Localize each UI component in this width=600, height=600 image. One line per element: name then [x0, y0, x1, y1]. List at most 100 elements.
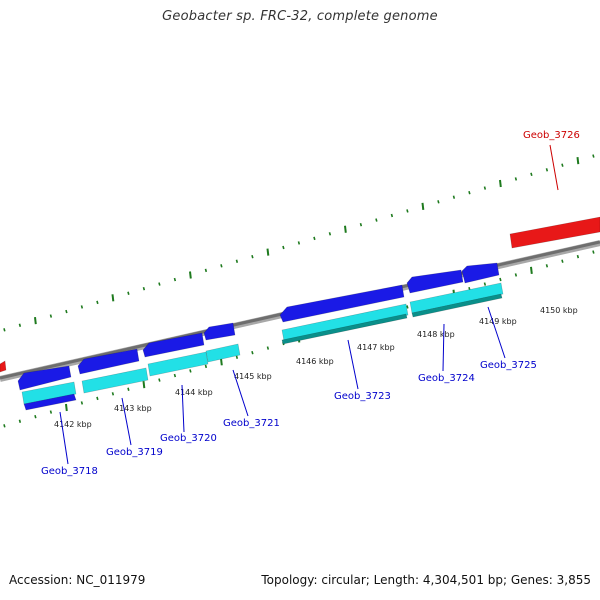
- scale-label: 4145 kbp: [234, 372, 272, 381]
- gene-cds: [281, 303, 409, 342]
- outer-tick: [158, 282, 161, 286]
- inner-tick: [483, 282, 487, 286]
- inner-tick: [3, 424, 6, 428]
- gene-cds: [409, 282, 504, 314]
- gene-arrow: [142, 332, 205, 358]
- inner-tick: [49, 410, 53, 414]
- outer-tick: [421, 202, 425, 210]
- outer-tick: [204, 268, 208, 273]
- inner-tick: [220, 358, 223, 366]
- outer-tick: [142, 286, 146, 291]
- outer-tick: [375, 218, 378, 222]
- inner-tick: [34, 414, 37, 419]
- outer-tick: [452, 195, 456, 199]
- gene-label: Geob_3724: [418, 373, 475, 384]
- inner-tick: [576, 254, 580, 259]
- scale-label: 4150 kbp: [540, 306, 578, 315]
- scale-label: 4149 kbp: [479, 317, 517, 326]
- gene-label: Geob_3719: [106, 447, 163, 458]
- outer-tick: [561, 163, 564, 167]
- gene-arrow: [77, 348, 140, 375]
- outer-tick: [328, 232, 332, 236]
- gene-label-leader: [549, 144, 559, 191]
- gene-cds: [205, 343, 241, 363]
- scale-label: 4142 kbp: [54, 420, 92, 429]
- outer-tick: [545, 168, 549, 172]
- gene-label-leader: [121, 397, 132, 446]
- outer-tick: [127, 291, 130, 295]
- gene-cds: [147, 351, 209, 377]
- scale-labels: 4142 kbp 4143 kbp 4144 kbp 4145 kbp 4146 kbp…: [54, 306, 578, 429]
- inner-tick: [127, 387, 130, 391]
- gene-arrow: [279, 284, 405, 323]
- outer-tick: [96, 300, 99, 305]
- outer-tick: [235, 259, 239, 263]
- outer-tick: [406, 209, 409, 213]
- gene-arrow: [203, 322, 236, 341]
- inner-tick: [251, 350, 254, 355]
- outer-tick: [530, 172, 533, 177]
- gene-arrow: [461, 262, 500, 284]
- inner-tick: [592, 250, 595, 254]
- gene-label-leader: [442, 323, 445, 372]
- inner-tick: [530, 266, 533, 274]
- inner-tick: [204, 364, 208, 369]
- gene-highlight: [509, 216, 600, 249]
- gene-cds: [21, 381, 77, 405]
- scale-label: 4147 kbp: [357, 343, 395, 352]
- inner-tick: [158, 378, 161, 382]
- gene-arrow: [17, 365, 72, 391]
- scale-label: 4146 kbp: [296, 357, 334, 366]
- gene-cds-edge: [411, 293, 503, 318]
- outer-tick: [266, 248, 270, 256]
- gene-label: Geob_3725: [480, 360, 537, 371]
- inner-tick: [499, 277, 502, 282]
- gene-label-leader: [181, 384, 185, 433]
- outer-tick: [173, 277, 177, 282]
- outer-tick: [189, 271, 192, 279]
- outer-tick: [313, 236, 316, 241]
- inner-tick: [189, 369, 192, 373]
- outer-tick: [3, 328, 6, 332]
- gene-label-leader: [59, 411, 69, 465]
- gene-label: Geob_3723: [334, 391, 391, 402]
- inner-tick: [406, 305, 409, 309]
- outer-tick: [297, 241, 301, 245]
- gene-label: Geob_3721: [223, 418, 280, 429]
- outer-tick: [483, 186, 487, 190]
- inner-tick: [80, 401, 84, 405]
- gene-label-leader: [347, 339, 359, 390]
- gene-label: Geob_3718: [41, 466, 98, 477]
- scale-label: 4148 kbp: [417, 330, 455, 339]
- gene-arrow: [406, 269, 464, 294]
- outer-tick: [65, 309, 68, 314]
- outer-tick: [80, 305, 84, 309]
- outer-tick: [111, 294, 115, 302]
- inner-tick: [235, 355, 239, 359]
- gene-label-leader: [487, 306, 506, 359]
- outer-tick: [592, 154, 595, 158]
- inner-tick: [111, 392, 115, 396]
- gene-highlight: [0, 360, 7, 373]
- outer-tick: [49, 314, 53, 318]
- gene-features: [0, 216, 600, 411]
- gene-cds: [81, 367, 149, 394]
- inner-tick: [18, 419, 22, 423]
- outer-tick: [18, 323, 22, 327]
- accession-text: Accession: NC_011979: [9, 573, 146, 587]
- outer-tick: [251, 254, 254, 259]
- inner-tick: [65, 403, 68, 412]
- gene-label: Geob_3726: [523, 130, 580, 141]
- gene-labels: Geob_3718 Geob_3719 Geob_3720 Geob_3721 Geob…: [41, 130, 580, 477]
- outer-tick: [437, 200, 440, 204]
- genome-stats-text: Topology: circular; Length: 4,304,501 bp…: [261, 573, 591, 587]
- outer-tick: [390, 213, 394, 218]
- outer-tick: [468, 190, 471, 195]
- scale-label: 4143 kbp: [114, 404, 152, 413]
- outer-tick: [359, 222, 363, 227]
- outer-tick: [576, 157, 580, 165]
- outer-tick: [220, 264, 223, 268]
- inner-tick: [545, 264, 549, 268]
- inner-tick: [173, 373, 177, 378]
